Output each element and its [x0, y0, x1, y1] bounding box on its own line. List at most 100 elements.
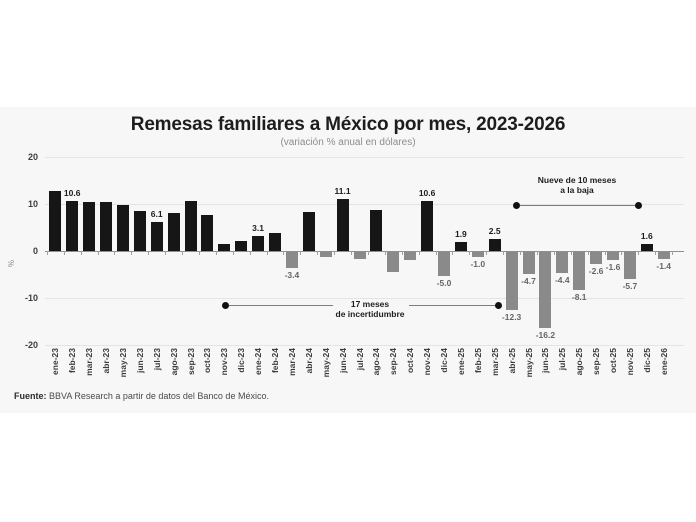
bar-ago-24	[370, 210, 383, 251]
axis-tick	[604, 251, 606, 255]
decline-annotation-dot-left	[513, 202, 520, 209]
x-tick-label-oct-23: oct-23	[202, 348, 213, 374]
x-tick-label-abr-24: abr-24	[303, 348, 314, 374]
x-tick-label-oct-24: oct-24	[405, 348, 416, 374]
bar-mar-25	[488, 239, 501, 252]
x-tick-label-ago-23: ago-23	[168, 348, 179, 376]
axis-tick	[672, 251, 674, 255]
uncertainty-annotation-line-right	[409, 305, 497, 306]
x-tick-label-dic-23: dic-23	[236, 348, 247, 373]
bar-oct-23	[201, 214, 214, 251]
bar-ene-26	[657, 252, 670, 259]
axis-tick	[351, 251, 352, 255]
value-label-feb-23: 10.6	[63, 188, 81, 199]
bar-jun-25	[539, 252, 552, 329]
x-tick-label-may-23: may-23	[117, 348, 128, 378]
x-tick-label-dic-25: dic-25	[641, 348, 652, 373]
chart-title: Remesas familiares a México por mes, 202…	[130, 114, 566, 135]
x-tick-label-jul-25: jul-25	[557, 348, 568, 371]
axis-tick	[638, 251, 640, 255]
y-tick-label: -10	[24, 293, 38, 303]
value-label-dic-24: -5.0	[436, 277, 452, 288]
axis-tick	[503, 251, 505, 255]
bar-sep-25	[590, 252, 603, 265]
bar-nov-25	[623, 252, 636, 279]
axis-tick	[131, 251, 133, 255]
x-tick-label-ene-26: ene-26	[658, 348, 669, 375]
value-label-feb-25: -1.0	[470, 258, 486, 269]
x-tick-label-ago-25: ago-25	[574, 348, 585, 376]
bar-may-23	[116, 204, 129, 251]
bar-dic-25	[640, 243, 653, 251]
value-label-ago-25: -8.1	[571, 292, 587, 303]
bar-feb-25	[471, 252, 484, 257]
axis-tick	[148, 251, 150, 255]
x-tick-label-feb-24: feb-24	[270, 348, 280, 374]
x-tick-label-jul-23: jul-23	[151, 348, 162, 371]
x-tick-label-abr-23: abr-23	[101, 348, 111, 374]
y-tick-label: 20	[27, 152, 38, 162]
value-label-ene-24: 3.1	[252, 223, 264, 234]
source-note: Fuente: BBVA Research a partir de datos …	[14, 391, 269, 401]
axis-tick	[452, 251, 454, 255]
axis-tick	[570, 251, 572, 255]
x-tick-label-may-25: may-25	[523, 348, 534, 378]
bar-mar-23	[83, 202, 96, 251]
bar-sep-24	[387, 252, 400, 273]
value-label-mar-24: -3.4	[284, 270, 300, 280]
bar-oct-25	[607, 252, 619, 260]
chart-subtitle: (variación % anual en dólares)	[280, 137, 416, 148]
x-tick-label-nov-24: nov-24	[422, 348, 433, 376]
decline-annotation-dot-right	[635, 202, 642, 209]
uncertainty-annotation-text: 17 meses de incertidumbre	[322, 299, 418, 319]
axis-tick	[182, 251, 183, 255]
value-label-abr-25: -12.3	[501, 311, 522, 322]
x-axis-zero-line	[45, 251, 684, 252]
axis-tick	[486, 251, 488, 255]
axis-tick	[46, 251, 48, 255]
x-tick-label-nov-23: nov-23	[219, 348, 230, 376]
x-tick-label-ene-24: ene-24	[253, 348, 264, 375]
axis-tick	[198, 251, 200, 255]
x-tick-label-may-24: may-24	[320, 348, 331, 378]
axis-tick	[621, 251, 623, 255]
bar-abr-25	[505, 252, 518, 310]
y-tick-label: -20	[24, 340, 38, 350]
decline-annotation-line	[520, 205, 636, 206]
bar-ene-24	[252, 236, 265, 251]
x-tick-label-abr-25: abr-25	[506, 348, 517, 374]
value-label-mar-25: 2.5	[488, 226, 501, 237]
value-label-ene-26: -1.4	[656, 260, 672, 271]
x-tick-label-jul-24: jul-24	[354, 348, 365, 371]
axis-tick	[520, 251, 521, 255]
bar-jul-23	[150, 222, 163, 251]
y-tick-label: 10	[27, 199, 38, 209]
x-tick-label-feb-23: feb-23	[67, 348, 78, 374]
x-tick-label-ene-23: ene-23	[50, 348, 61, 375]
bar-jul-24	[353, 252, 366, 260]
x-tick-label-dic-24: dic-24	[439, 348, 449, 373]
x-tick-label-ago-24: ago-24	[371, 348, 382, 376]
decline-annotation-line1: Nueve de 10 meses	[537, 175, 617, 185]
x-tick-label-sep-23: sep-23	[185, 348, 196, 375]
bar-jul-25	[556, 252, 569, 273]
axis-tick	[249, 251, 251, 255]
x-tick-label-jun-24: jun-24	[337, 348, 348, 374]
bar-sep-23	[184, 201, 197, 251]
axis-tick	[97, 251, 99, 255]
axis-tick	[435, 251, 437, 255]
axis-tick	[587, 251, 589, 255]
x-tick-label-oct-25: oct-25	[608, 348, 618, 374]
bar-ene-25	[454, 242, 467, 251]
value-label-jun-24: 11.1	[334, 185, 351, 196]
bar-dic-23	[235, 240, 248, 251]
axis-tick	[215, 251, 217, 255]
x-tick-label-mar-24: mar-24	[286, 348, 297, 376]
source-label: Fuente:	[14, 391, 47, 401]
y-axis-label: %	[7, 259, 17, 268]
x-tick-label-sep-25: sep-25	[591, 348, 602, 375]
x-tick-label-nov-25: nov-25	[624, 348, 635, 376]
x-tick-label-sep-24: sep-24	[388, 348, 399, 375]
axis-tick	[553, 251, 555, 255]
